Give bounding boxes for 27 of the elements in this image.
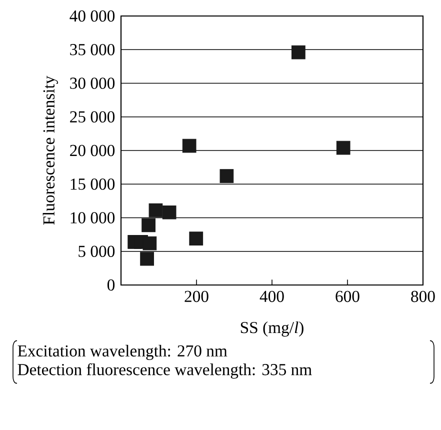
y-tick-label: 35 000 — [70, 44, 115, 56]
x-tick-label: 200 — [184, 290, 208, 302]
point — [142, 236, 157, 250]
point — [189, 232, 204, 246]
y-tick-label: 25 000 — [70, 111, 115, 123]
y-tick-label: 0 — [107, 279, 115, 291]
x-tick-label: 600 — [336, 290, 360, 302]
y-tick-label: 20 000 — [70, 144, 115, 156]
text: Excitation wavelength: 270 nm — [18, 344, 228, 360]
y-tick-label: 30 000 — [70, 78, 115, 89]
y-tick-label: 10 000 — [70, 212, 115, 224]
point — [336, 140, 350, 155]
y-tick-label: 15 000 — [70, 178, 115, 190]
point — [148, 203, 163, 218]
point — [140, 252, 154, 266]
y-tick-label: 40 000 — [70, 10, 115, 22]
point — [220, 169, 234, 183]
text: Detection fluorescence wavelength: 335 nm — [18, 363, 312, 379]
point — [142, 218, 156, 232]
x-axis-title: SS (mg/l) — [240, 321, 304, 337]
x-tick-label: 800 — [411, 290, 435, 302]
x-tick-label: 400 — [260, 290, 284, 302]
y-tick-label: 5 000 — [78, 246, 115, 258]
point — [291, 45, 306, 60]
point — [182, 138, 196, 153]
point — [162, 205, 176, 220]
y-axis-title: Fluorescence intensity — [42, 76, 58, 225]
